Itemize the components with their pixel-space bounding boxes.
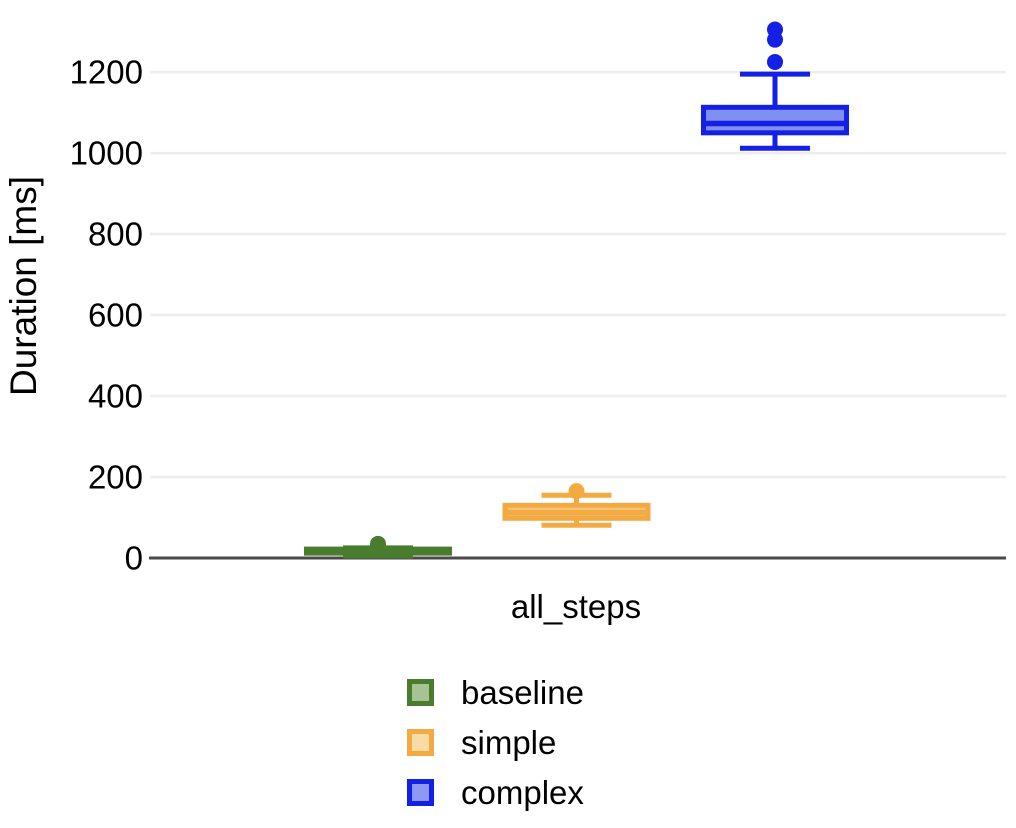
y-tick-label: 1200 (70, 54, 143, 91)
y-tick-label: 200 (88, 459, 143, 496)
y-axis-title: Duration [ms] (3, 176, 44, 396)
boxplot-baseline (304, 535, 452, 559)
x-category-label: all_steps (511, 588, 641, 625)
legend-swatch-complex (407, 779, 434, 806)
y-tick-label: 600 (88, 297, 143, 334)
legend-label-complex: complex (461, 774, 584, 811)
complex-outlier-dot (767, 21, 783, 38)
legend-label-baseline: baseline (461, 674, 584, 711)
legend-item-baseline: baseline (407, 674, 584, 711)
y-tick-label: 400 (88, 378, 143, 415)
complex-box (701, 104, 849, 136)
boxplot-chart: 0 200 400 600 800 1000 1200 Duration [ms] all_… (3, 21, 1006, 625)
legend-swatch-baseline (407, 679, 434, 706)
y-tick-label: 800 (88, 216, 143, 253)
boxplot-complex (701, 21, 849, 151)
legend-swatch-simple (407, 729, 434, 756)
legend-item-complex: complex (407, 774, 584, 811)
y-tick-labels: 0 200 400 600 800 1000 1200 (70, 54, 143, 577)
baseline-outlier-dot (370, 535, 386, 552)
grid-layer (149, 70, 1006, 560)
y-tick-label: 1000 (70, 135, 143, 172)
box-layer (304, 21, 849, 559)
boxplot-simple (502, 483, 651, 528)
y-tick-label: 0 (125, 540, 143, 577)
complex-outlier-dot (767, 53, 783, 70)
legend: baseline simple complex (407, 674, 584, 828)
simple-outlier-dot (568, 483, 585, 500)
legend-label-simple: simple (461, 724, 557, 761)
legend-item-simple: simple (407, 724, 584, 761)
